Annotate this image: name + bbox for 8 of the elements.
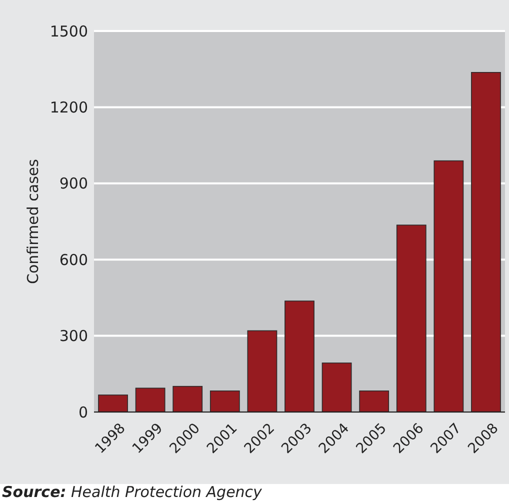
y-tick-label: 300 [59,327,88,346]
y-tick-label: 1200 [50,98,88,116]
y-tick-label: 1500 [50,22,88,40]
y-tick-label: 600 [59,250,88,269]
y-tick-label: 900 [59,174,88,193]
y-tick-label: 0 [78,403,88,422]
source-note: Source: Health Protection Agency [2,483,264,501]
y-axis-title: Confirmed cases [24,158,42,284]
